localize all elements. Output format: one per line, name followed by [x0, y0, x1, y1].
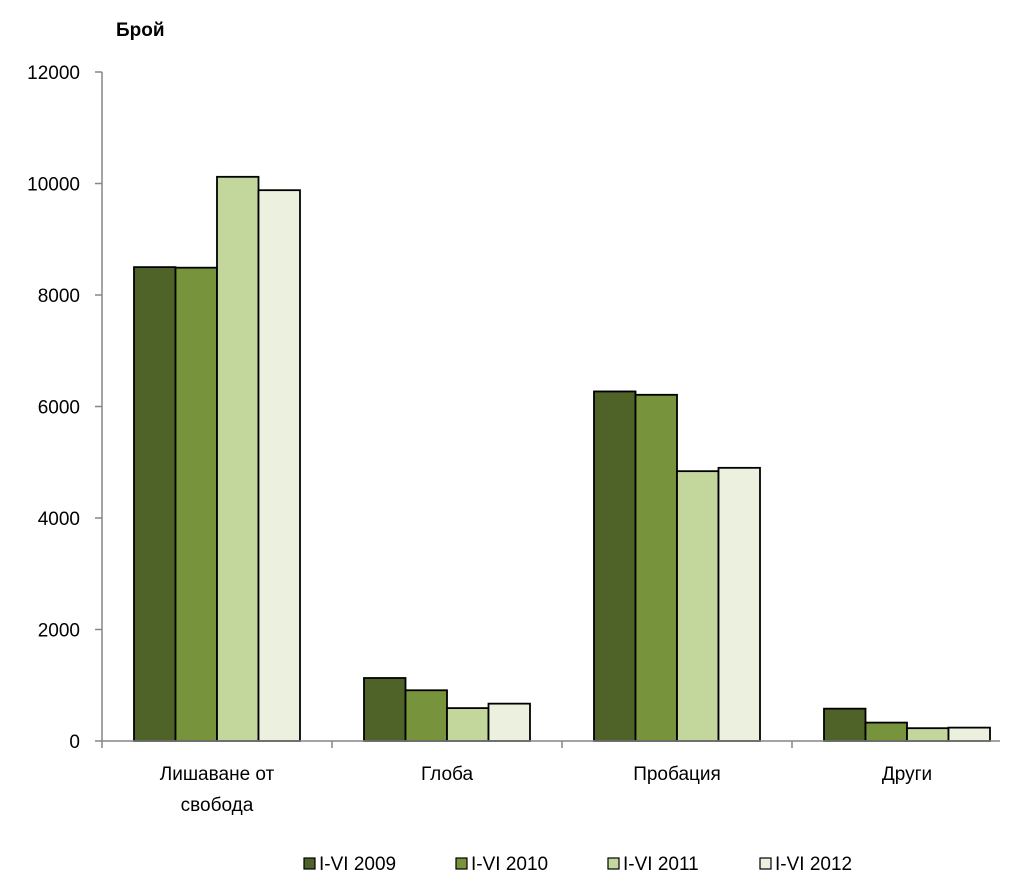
- x-tick-label: свобода: [181, 795, 254, 816]
- legend-label: I-VI 2012: [775, 854, 852, 875]
- bars: [133, 175, 991, 742]
- bar-i-vi-2010-cat-0: [174, 266, 218, 742]
- legend-label: I-VI 2011: [623, 854, 699, 875]
- bar-i-vi-2009-cat-2: [593, 390, 637, 742]
- x-tick-label: Пробация: [633, 764, 721, 785]
- legend-label: I-VI 2009: [319, 854, 396, 875]
- x-axis: Лишаване от свобода Глоба Пробация Други: [101, 740, 1000, 816]
- y-axis-label: Брой: [116, 20, 165, 41]
- bar-i-vi-2012-cat-3: [947, 726, 991, 742]
- legend-swatch: [455, 857, 468, 870]
- y-tick-label: 10000: [27, 175, 80, 196]
- y-tick-label: 2000: [38, 621, 80, 642]
- bar-i-vi-2012-cat-1: [487, 702, 531, 742]
- y-tick-label: 8000: [38, 286, 80, 307]
- legend-swatch: [607, 857, 620, 870]
- y-axis-title: Брой: [116, 20, 165, 41]
- y-tick-label: 12000: [27, 63, 80, 84]
- bar-i-vi-2010-cat-2: [634, 393, 678, 742]
- x-tick-label: Други: [882, 764, 932, 785]
- x-tick-label: Лишаване от: [160, 764, 275, 785]
- bar-i-vi-2010-cat-3: [864, 721, 908, 742]
- bar-i-vi-2009-cat-0: [133, 266, 177, 742]
- bar-i-vi-2012-cat-2: [717, 466, 761, 742]
- legend: I-VI 2009 I-VI 2010 I-VI 2011 I-VI 2012: [303, 854, 852, 875]
- y-tick-label: 4000: [38, 509, 80, 530]
- bar-i-vi-2011-cat-3: [906, 727, 950, 742]
- legend-swatch: [759, 857, 772, 870]
- bar-i-vi-2012-cat-0: [257, 189, 301, 742]
- bar-i-vi-2011-cat-2: [676, 470, 720, 742]
- y-tick-label: 0: [69, 732, 80, 753]
- y-tick-label: 6000: [38, 398, 80, 419]
- legend-swatch: [303, 857, 316, 870]
- legend-label: I-VI 2010: [471, 854, 548, 875]
- bar-i-vi-2011-cat-0: [216, 175, 260, 742]
- bar-i-vi-2010-cat-1: [404, 689, 448, 742]
- bar-i-vi-2009-cat-1: [363, 677, 407, 742]
- y-axis: 0 2000 4000 6000 8000 10000 12000: [27, 63, 103, 753]
- bar-i-vi-2011-cat-1: [446, 707, 490, 742]
- bar-i-vi-2009-cat-3: [823, 707, 867, 742]
- x-tick-label: Глоба: [421, 764, 474, 785]
